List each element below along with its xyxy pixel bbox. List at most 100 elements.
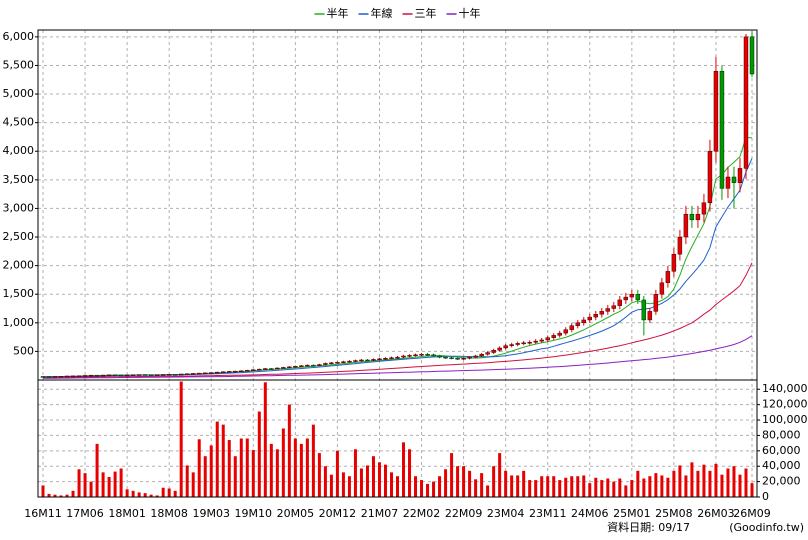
x-tick-label: 22M09 [445, 507, 483, 520]
candle-body [160, 374, 166, 376]
y-tick-label: 6,000 [3, 30, 35, 43]
candle-body [629, 294, 635, 298]
volume-bar [173, 490, 177, 497]
volume-bar [101, 472, 105, 497]
candle-body [665, 271, 671, 283]
candle-body [725, 176, 731, 189]
candle-body [551, 335, 556, 338]
volume-bar [269, 443, 273, 497]
candle-body [503, 345, 508, 349]
candle-body [515, 343, 520, 345]
y-tick-label: 1,500 [3, 287, 35, 300]
volume-bar [414, 476, 418, 497]
candle-body [683, 213, 689, 238]
candle-body [317, 364, 322, 366]
volume-bar [684, 475, 688, 497]
volume-bar [323, 466, 327, 497]
volume-bar [594, 477, 598, 497]
x-tick-label: 19M10 [235, 507, 273, 520]
volume-bar [432, 481, 436, 497]
candle-body [166, 374, 172, 376]
candle-body [172, 374, 178, 376]
volume-bar [125, 489, 129, 497]
y-tick-label: 5,000 [3, 87, 35, 100]
volume-bar [744, 468, 748, 497]
candle-body [707, 151, 713, 203]
volume-bar [678, 465, 682, 497]
candle-body [455, 358, 460, 360]
candle-body [575, 322, 580, 326]
volume-bar [161, 487, 165, 497]
volume-bar [486, 485, 490, 497]
candle-body [431, 354, 436, 357]
volume-bar [191, 472, 195, 497]
volume-bar [510, 475, 514, 497]
x-tick-label: 23M11 [529, 507, 567, 520]
candle-body [112, 374, 118, 377]
candle-body [70, 375, 76, 378]
y-tick-label: 5,500 [3, 58, 35, 71]
candle-body [509, 344, 514, 346]
candle-body [395, 356, 400, 359]
volume-bar [672, 470, 676, 497]
volume-bar [137, 492, 141, 497]
volume-bar [528, 480, 532, 497]
volume-bar [251, 450, 255, 497]
volume-bar [377, 462, 381, 497]
volume-bar [197, 439, 201, 497]
volume-bar [371, 456, 375, 497]
volume-bar [738, 474, 742, 497]
y2-tick-label: 100,000 [762, 413, 808, 426]
candle-body [245, 370, 250, 372]
candle-body [545, 337, 550, 341]
candle-body [239, 370, 244, 373]
candle-body [341, 361, 346, 363]
candle-body [383, 358, 388, 360]
candle-body [359, 359, 364, 362]
x-tick-label: 22M02 [403, 507, 441, 520]
y-tick-label: 4,000 [3, 144, 35, 157]
volume-bar [305, 438, 309, 497]
candle-body [533, 340, 538, 343]
volume-bar [498, 453, 502, 497]
volume-bar [233, 456, 237, 497]
candle-body [497, 347, 502, 351]
candle-body [581, 319, 586, 324]
volume-bar [113, 471, 117, 497]
volume-bar [53, 494, 57, 497]
candle-body [335, 362, 340, 364]
candle-body [365, 359, 370, 362]
volume-bar [396, 476, 399, 497]
volume-bar [293, 438, 297, 497]
candle-body [76, 375, 82, 377]
volume-bar [245, 438, 249, 497]
candle-body [635, 294, 641, 301]
candle-body [677, 236, 683, 255]
volume-bar [546, 476, 550, 497]
y-tick-label: 2,000 [3, 259, 35, 272]
candle-body [611, 305, 617, 309]
volume-bar [95, 443, 99, 497]
y2-tick-label: 0 [762, 490, 769, 503]
candle-body [263, 368, 268, 370]
legend-label: 三年 [415, 6, 437, 20]
candle-body [527, 342, 532, 344]
candle-body [191, 373, 196, 375]
volume-bar [353, 449, 357, 497]
candle-body [737, 168, 743, 183]
candle-body [197, 372, 202, 375]
x-tick-label: 26M03 [697, 507, 735, 520]
volume-bar [534, 480, 538, 497]
volume-bar [317, 453, 321, 497]
volume-bar [648, 476, 652, 497]
y2-tick-label: 120,000 [762, 398, 808, 411]
volume-bar [576, 476, 580, 497]
volume-bar [359, 468, 363, 497]
candle-body [323, 363, 328, 365]
volume-bar [77, 469, 81, 497]
volume-bar [474, 479, 478, 497]
y-tick-label: 3,500 [3, 173, 35, 186]
volume-bar [588, 483, 592, 497]
volume-bar [215, 421, 219, 497]
